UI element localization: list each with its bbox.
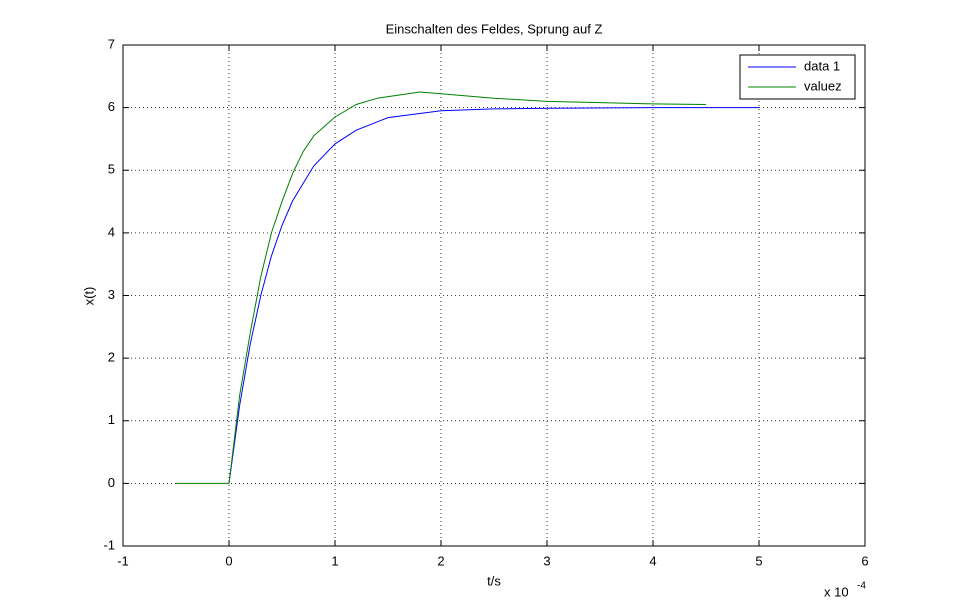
plot-frame [122, 44, 866, 547]
y-tick-label: 1 [108, 412, 115, 427]
x-tick-label: 1 [331, 553, 338, 568]
x-tick-label: 4 [649, 553, 656, 568]
y-axis-label: x(t) [81, 287, 96, 306]
y-tick-label: 2 [108, 350, 115, 365]
y-tick-label: 4 [108, 224, 115, 239]
y-tick-label: 5 [108, 162, 115, 177]
legend-label: data 1 [804, 58, 840, 73]
y-tick-label: 0 [108, 475, 115, 490]
x-tick-label: 0 [225, 553, 232, 568]
x-tick-label: 6 [861, 553, 868, 568]
x-tick-label: -1 [117, 553, 129, 568]
legend-box [739, 54, 856, 100]
x-multiplier: x 10 [824, 584, 849, 599]
y-tick-label: -1 [103, 537, 115, 552]
legend-label: valuez [804, 78, 842, 93]
x-tick-label: 5 [755, 553, 762, 568]
chart-title: Einschalten des Feldes, Sprung auf Z [386, 21, 603, 36]
y-tick-label: 3 [108, 287, 115, 302]
data-line [228, 107, 759, 484]
y-tick-label: 7 [108, 36, 115, 51]
y-tick-label: 6 [108, 99, 115, 114]
x-tick-label: 3 [543, 553, 550, 568]
x-axis-label: t/s [487, 573, 501, 588]
data-line [176, 91, 707, 484]
x-tick-label: 2 [437, 553, 444, 568]
x-multiplier-exponent: -4 [857, 581, 866, 592]
